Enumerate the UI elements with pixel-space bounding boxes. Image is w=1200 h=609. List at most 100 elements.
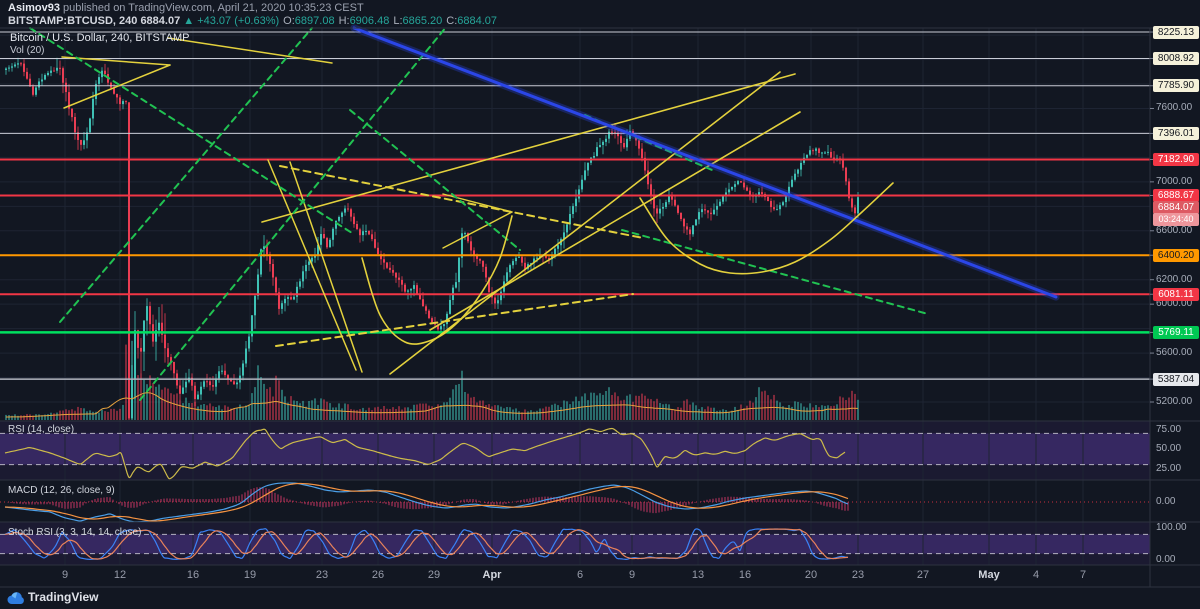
time-tick-19-250: 19 xyxy=(243,569,257,581)
time-tick-29-434: 29 xyxy=(427,569,441,581)
time-tick-7-1083: 7 xyxy=(1079,569,1087,581)
drawing-overlays xyxy=(29,24,1060,401)
macd-pane-label: MACD (12, 26, close, 9) xyxy=(8,485,115,496)
time-tick-23-322: 23 xyxy=(315,569,329,581)
high-value: 6906.48 xyxy=(349,15,390,27)
price-axis-label-7600: 7600.00 xyxy=(1156,102,1193,114)
price-level-label-8008.92: 8008.92 xyxy=(1153,51,1199,65)
price-level-label-5769.11: 5769.11 xyxy=(1153,325,1199,339)
published-text: published on TradingView.com, April 21, … xyxy=(59,2,364,14)
green-dashed-right xyxy=(621,229,929,315)
pennant-tail xyxy=(167,37,333,64)
current-price-label: 6884.07 xyxy=(1153,201,1199,214)
v-line-1 xyxy=(267,159,357,371)
stoch-axis-0: 0.00 xyxy=(1156,554,1176,565)
time-tick-23-858: 23 xyxy=(851,569,865,581)
rsi-axis-25: 25.00 xyxy=(1156,462,1182,474)
rsi-pane-bg xyxy=(0,421,1150,480)
price-level-label-8225.13: 8225.13 xyxy=(1153,25,1199,39)
tradingview-logo-icon[interactable] xyxy=(7,591,25,605)
stoch-axis-100: 100.00 xyxy=(1156,522,1187,533)
low-label: L: xyxy=(393,15,403,27)
price-level-label-7182.9: 7182.90 xyxy=(1153,152,1199,166)
open-value: 6897.08 xyxy=(294,15,335,27)
time-tick-apr-492: Apr xyxy=(482,569,502,581)
rsi-line xyxy=(4,427,846,480)
price-axis-label-7000: 7000.00 xyxy=(1156,175,1193,187)
author-link[interactable]: Asimov93 xyxy=(8,2,60,14)
time-tick-20-811: 20 xyxy=(804,569,818,581)
macd-axis-0: 0.00 xyxy=(1156,496,1176,507)
volume-ma-line xyxy=(5,392,859,418)
mini-pennant-bottom xyxy=(442,211,513,249)
price-change: +43.07 (+0.63%) xyxy=(197,15,280,27)
stoch-band xyxy=(0,534,1150,554)
high-label: H: xyxy=(338,15,350,27)
price-level-label-7396.01: 7396.01 xyxy=(1153,126,1199,140)
macd-histogram xyxy=(7,487,849,514)
volume-indicator-label: Vol (20) xyxy=(10,45,45,56)
time-tick-26-378: 26 xyxy=(371,569,385,581)
green-dashed-asc-1 xyxy=(139,25,448,401)
price-axis-label-6000: 6000.00 xyxy=(1156,298,1193,310)
price-axis-label-5600: 5600.00 xyxy=(1156,347,1193,359)
time-tick-4-1036: 4 xyxy=(1032,569,1040,581)
publish-header: Asimov93 published on TradingView.com, A… xyxy=(8,2,364,14)
green-dashed-desc-1 xyxy=(29,27,353,234)
chart-title: Bitcoin / U.S. Dollar, 240, BITSTAMP xyxy=(10,32,190,44)
time-tick-6-580: 6 xyxy=(576,569,584,581)
horizontal-levels xyxy=(0,31,1150,380)
v-line-2 xyxy=(289,161,363,373)
time-tick-13-698: 13 xyxy=(691,569,705,581)
bar-countdown-label: 03:24:40 xyxy=(1153,213,1199,226)
price-level-label-5387.04: 5387.04 xyxy=(1153,372,1199,386)
cup-2 xyxy=(639,182,894,275)
change-up-arrow-icon: ▲ xyxy=(183,15,195,27)
pennant-top xyxy=(61,56,171,66)
footer-brand[interactable]: TradingView xyxy=(28,590,99,604)
rsi-pane-label: RSI (14, close) xyxy=(8,424,75,435)
green-dashed-desc-2 xyxy=(349,109,521,251)
green-dashed-asc-2 xyxy=(59,27,313,323)
close-value: 6884.07 xyxy=(457,15,498,27)
blue-trendline xyxy=(352,26,1058,299)
price-axis-label-6200: 6200.00 xyxy=(1156,273,1193,285)
time-tick-16-193: 16 xyxy=(186,569,200,581)
price-level-label-6400.2: 6400.20 xyxy=(1153,248,1199,262)
wedge-mid xyxy=(429,111,801,331)
symbol-name[interactable]: BITSTAMP:BTCUSD, 240 xyxy=(8,15,138,27)
time-tick-12-120: 12 xyxy=(113,569,127,581)
time-tick-may-989: May xyxy=(978,569,1000,581)
cup-1 xyxy=(361,215,513,345)
time-tick-9-65: 9 xyxy=(61,569,69,581)
wedge-steep xyxy=(389,71,781,375)
price-level-label-7785.9: 7785.90 xyxy=(1153,79,1199,93)
time-tick-27-923: 27 xyxy=(916,569,930,581)
close-label: C: xyxy=(446,15,458,27)
symbol-header: BITSTAMP:BTCUSD, 240 6884.07 ▲ +43.07 (+… xyxy=(8,15,497,27)
candles xyxy=(5,57,859,419)
price-level-label-6081.11: 6081.11 xyxy=(1153,287,1199,301)
macd-signal-line xyxy=(4,482,849,522)
mini-pennant-top xyxy=(442,193,513,213)
last-price: 6884.07 xyxy=(140,15,181,27)
price-axis-label-6600: 6600.00 xyxy=(1156,224,1193,236)
rsi-axis-50: 50.00 xyxy=(1156,443,1182,454)
pane-separators xyxy=(0,27,1200,588)
macd-line xyxy=(4,482,849,523)
wedge-lower xyxy=(261,73,796,223)
price-axis-label-5200: 5200.00 xyxy=(1156,396,1193,407)
open-label: O: xyxy=(283,15,295,27)
time-tick-16-745: 16 xyxy=(738,569,752,581)
stoch-d-line xyxy=(4,528,849,560)
grid xyxy=(0,28,1150,565)
price-level-label-6888.67: 6888.67 xyxy=(1153,188,1199,202)
time-tick-9-632: 9 xyxy=(628,569,636,581)
stoch-pane-label: Stoch RSI (3, 3, 14, 14, close) xyxy=(8,527,142,538)
pennant-bottom xyxy=(63,64,171,109)
low-value: 6865.20 xyxy=(402,15,443,27)
rsi-band xyxy=(0,433,1150,465)
rsi-axis-75: 75.00 xyxy=(1156,423,1182,435)
